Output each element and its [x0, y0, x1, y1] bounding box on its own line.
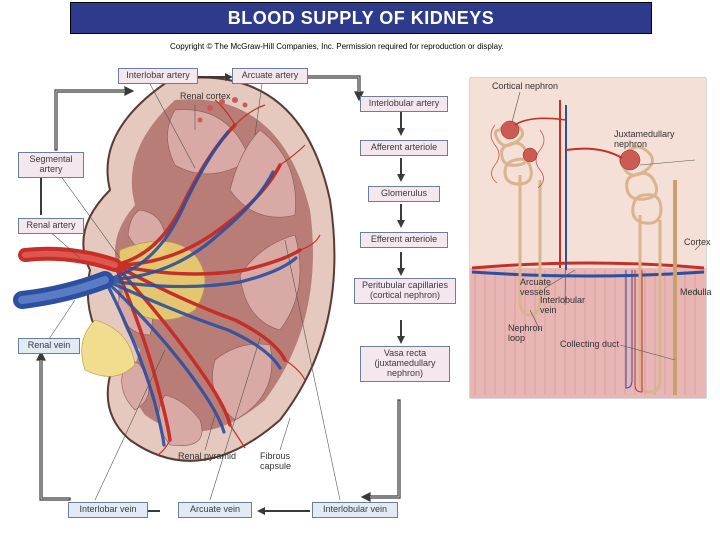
label-collecting-duct: Collecting duct [560, 340, 619, 350]
label-medulla: Medulla [680, 288, 712, 298]
label-juxtamedullary-nephron: Juxtamedullary nephron [614, 130, 704, 150]
label-nephron-loop: Nephron loop [508, 324, 552, 344]
box-interlobar-artery: Interlobar artery [118, 68, 198, 84]
box-vasa-recta: Vasa recta (juxtamedullary nephron) [360, 346, 450, 382]
kidney-illustration [0, 0, 720, 540]
box-afferent-arteriole: Afferent arteriole [360, 140, 448, 156]
box-interlobular-vein: Interlobular vein [312, 502, 398, 518]
box-glomerulus: Glomerulus [368, 186, 440, 202]
box-arcuate-artery: Arcuate artery [232, 68, 308, 84]
box-interlobar-vein: Interlobar vein [68, 502, 148, 518]
box-interlobular-artery: Interlobular artery [360, 96, 448, 112]
box-arcuate-vein: Arcuate vein [178, 502, 252, 518]
box-efferent-arteriole: Efferent arteriole [360, 232, 448, 248]
label-interlobular-vein-panel: Interlobular vein [540, 296, 600, 316]
label-cortex: Cortex [684, 238, 711, 248]
label-cortical-nephron: Cortical nephron [492, 82, 558, 92]
box-renal-vein: Renal vein [18, 338, 80, 354]
box-renal-artery: Renal artery [18, 218, 84, 234]
label-renal-pyramid: Renal pyramid [178, 452, 236, 462]
label-fibrous-capsule: Fibrous capsule [260, 452, 304, 472]
box-peritubular: Peritubular capillaries (cortical nephro… [354, 278, 456, 304]
box-segmental-artery: Segmental artery [18, 152, 84, 178]
label-renal-cortex: Renal cortex [180, 92, 231, 102]
